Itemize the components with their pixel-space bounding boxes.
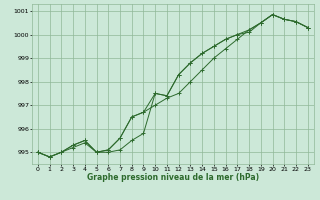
X-axis label: Graphe pression niveau de la mer (hPa): Graphe pression niveau de la mer (hPa) xyxy=(87,173,259,182)
